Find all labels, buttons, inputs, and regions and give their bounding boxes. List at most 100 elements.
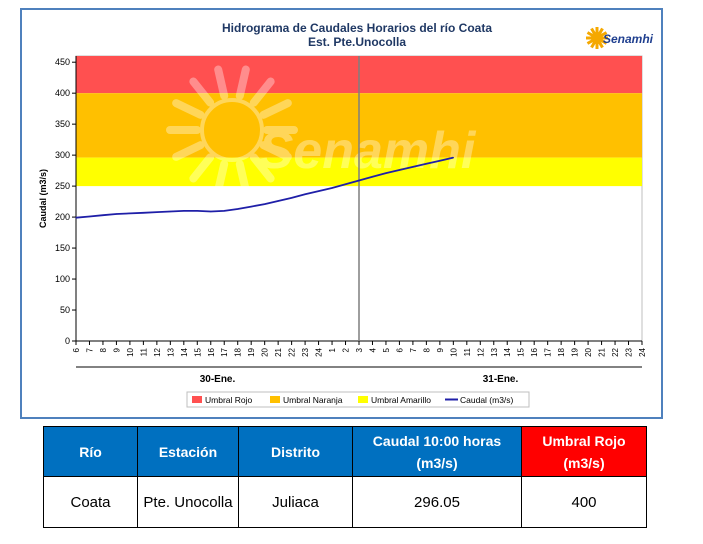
data-point — [264, 203, 266, 205]
y-axis-label: Caudal (m3/s) — [38, 169, 48, 228]
data-point — [452, 157, 454, 159]
table-row: Coata Pte. Unocolla Juliaca 296.05 400 — [43, 476, 647, 528]
watermark: Senamhi — [166, 65, 477, 195]
x-tick-label: 12 — [153, 347, 162, 356]
data-point — [75, 217, 77, 219]
data-point — [102, 214, 104, 216]
data-point — [115, 213, 118, 215]
y-tick-label: 300 — [55, 150, 70, 160]
cell-distrito: Juliaca — [238, 476, 353, 528]
data-point — [129, 212, 131, 214]
x-tick-label: 11 — [139, 347, 148, 356]
logo-sun-ray — [600, 31, 608, 37]
data-point — [344, 183, 347, 185]
x-tick-label: 19 — [247, 347, 256, 356]
y-tick-label: 50 — [60, 305, 70, 315]
data-point — [398, 169, 401, 171]
data-point — [331, 187, 333, 189]
x-tick-label: 6 — [395, 347, 404, 352]
x-tick-label: 20 — [261, 347, 270, 356]
watermark-sun-ray — [249, 77, 275, 107]
x-tick-label: 22 — [288, 347, 297, 356]
y-tick-label: 350 — [55, 119, 70, 129]
x-tick-label: 6 — [72, 347, 81, 352]
legend-label: Umbral Amarillo — [371, 395, 431, 405]
x-tick-label: 5 — [382, 347, 391, 352]
watermark-sun-ray — [235, 65, 250, 100]
senamhi-logo: Senamhi — [586, 27, 654, 49]
data-point — [439, 160, 441, 162]
cell-estacion: Pte. Unocolla — [137, 476, 239, 528]
x-tick-label: 1 — [328, 347, 337, 352]
x-tick-label: 7 — [409, 347, 418, 352]
x-tick-label: 18 — [557, 347, 566, 356]
watermark-sun-ray — [249, 153, 275, 183]
day-label: 30-Ene. — [200, 374, 236, 385]
logo-sun-ray — [586, 31, 594, 37]
x-tick-label: 21 — [274, 347, 283, 356]
data-point — [317, 190, 320, 192]
x-tick-label: 7 — [85, 347, 94, 352]
watermark-sun-ray — [235, 160, 250, 195]
x-tick-label: 18 — [234, 347, 243, 356]
x-tick-label: 15 — [193, 347, 202, 356]
header-estacion: Estación — [137, 426, 239, 477]
header-distrito: Distrito — [238, 426, 353, 477]
cell-umbral-rojo: 400 — [521, 476, 647, 528]
data-point — [412, 166, 414, 168]
data-point — [196, 210, 198, 212]
data-point — [88, 215, 91, 218]
x-tick-label: 9 — [112, 347, 121, 352]
y-tick-label: 0 — [65, 336, 70, 346]
data-point — [250, 205, 252, 208]
logo-sun — [591, 32, 603, 44]
data-point — [277, 200, 279, 202]
x-tick-label: 13 — [166, 347, 175, 356]
chart: Hidrograma de Caudales Horarios del río … — [38, 21, 654, 408]
data-point — [371, 176, 374, 178]
x-tick-label: 22 — [611, 347, 620, 356]
chart-subtitle: Est. Pte.Unocolla — [308, 35, 406, 49]
table-header-row: Río Estación Distrito Caudal 10:00 horas… — [43, 426, 647, 477]
x-tick-label: 8 — [422, 347, 431, 352]
watermark-sun-ray — [259, 141, 292, 161]
data-point — [425, 163, 427, 165]
watermark-sun-ray — [259, 99, 292, 119]
y-tick-label: 400 — [55, 88, 70, 98]
data-point — [223, 210, 225, 212]
x-tick-label: 3 — [355, 347, 364, 352]
data-point — [304, 193, 306, 195]
watermark-sun-ray — [172, 141, 205, 161]
x-tick-label: 11 — [463, 347, 472, 356]
x-tick-label: 4 — [368, 347, 377, 352]
x-tick-label: 14 — [503, 347, 512, 356]
x-tick-label: 24 — [315, 347, 324, 356]
x-tick-label: 19 — [571, 347, 580, 356]
data-point — [183, 210, 185, 212]
data-point — [169, 210, 171, 213]
header-caudal: Caudal 10:00 horas (m3/s) — [352, 426, 522, 477]
y-tick-label: 100 — [55, 274, 70, 284]
watermark-sun-ray — [172, 99, 205, 119]
watermark-sun-ray — [189, 77, 215, 107]
data-point — [156, 211, 158, 213]
data-point — [358, 179, 360, 182]
x-tick-label: 23 — [301, 347, 310, 356]
chart-frame: Hidrograma de Caudales Horarios del río … — [20, 8, 663, 419]
watermark-sun-ray — [189, 153, 215, 183]
x-tick-label: 9 — [436, 347, 445, 352]
x-tick-label: 14 — [180, 347, 189, 356]
x-tick-label: 13 — [490, 347, 499, 356]
day-label: 31-Ene. — [483, 374, 519, 385]
x-tick-label: 10 — [126, 347, 135, 356]
data-point — [142, 212, 144, 214]
watermark-sun — [200, 98, 264, 162]
data-point — [237, 208, 239, 210]
x-tick-label: 17 — [220, 347, 229, 356]
header-umbral-rojo: Umbral Rojo (m3/s) — [521, 426, 647, 477]
chart-title: Hidrograma de Caudales Horarios del río … — [222, 21, 492, 35]
station-table: Río Estación Distrito Caudal 10:00 horas… — [43, 426, 647, 528]
legend-label: Umbral Rojo — [205, 395, 253, 405]
watermark-sun-ray — [214, 65, 229, 100]
x-tick-label: 24 — [638, 347, 647, 356]
